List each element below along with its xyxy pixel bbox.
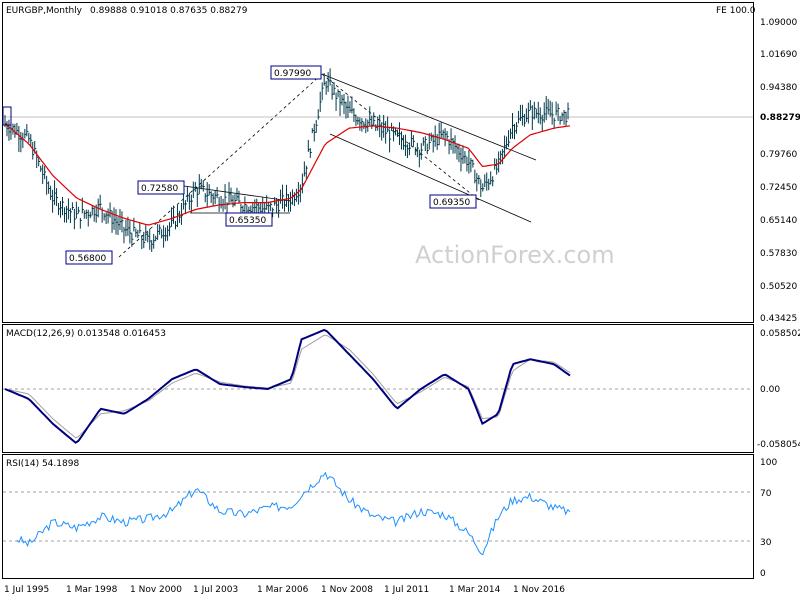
price-tick: 0.57830 — [760, 249, 797, 259]
last-price-label: 0.88279 — [760, 113, 800, 123]
annotation-label: 0.56800 — [69, 254, 106, 264]
rsi-tick: 30 — [760, 538, 772, 548]
price-tick: 0.72450 — [760, 183, 797, 193]
rsi-header: RSI(14) 54.1898 — [6, 459, 79, 469]
time-axis: 1 Jul 1995 1 Mar 1998 1 Nov 2000 1 Jul 2… — [4, 585, 565, 595]
annotation-0.65350: 0.65350 — [225, 212, 273, 227]
time-tick: 1 Mar 2014 — [449, 585, 501, 595]
macd-tick: 0.058502 — [760, 329, 800, 339]
price-tick: 0.65140 — [760, 216, 797, 226]
annotation-label: 0.72580 — [141, 184, 178, 194]
fe-label: FE 100.0 — [716, 6, 756, 16]
price-tick: 1.09000 — [760, 18, 797, 28]
macd-axis: 0.058502 0.00 -0.058054 — [757, 329, 800, 450]
symbol-label: EURGBP,Monthly — [6, 6, 83, 16]
price-tick: 0.79760 — [760, 150, 797, 160]
price-panel — [2, 2, 754, 323]
ohlc-label: 0.89888 0.91018 0.87635 0.88279 — [90, 6, 248, 16]
last-price-tag — [755, 110, 800, 123]
projection-line-2 — [321, 73, 481, 202]
rsi-tick: 0 — [760, 569, 766, 579]
rsi-axis: 100 70 30 0 — [760, 458, 777, 579]
watermark: ActionForex.com — [415, 241, 615, 269]
macd-signal-line — [4, 334, 571, 439]
annotation-0.56800: 0.56800 — [65, 250, 113, 265]
annotation-0.72580: 0.72580 — [137, 180, 185, 195]
price-axis: 1.09000 1.01690 0.94380 0.87070 0.79760 … — [755, 18, 800, 324]
annotation-0.69350: 0.69350 — [429, 194, 477, 209]
time-tick: 1 Nov 2016 — [513, 585, 565, 595]
rsi-tick: 100 — [760, 458, 777, 468]
time-tick: 1 Nov 2000 — [130, 585, 182, 595]
channel-lower-line — [329, 133, 532, 223]
annotation-label: 0.65350 — [229, 216, 266, 226]
annotation-label: 0.97990 — [274, 69, 311, 79]
time-tick: 1 Jul 2003 — [193, 585, 238, 595]
macd-tick: 0.00 — [760, 385, 780, 395]
time-tick: 1 Jul 1995 — [4, 585, 49, 595]
price-tick: 0.43425 — [760, 314, 797, 324]
macd-line — [4, 328, 571, 444]
price-tick: 0.50520 — [760, 282, 797, 292]
time-tick: 1 Jul 2011 — [384, 585, 429, 595]
rsi-line — [16, 471, 571, 556]
moving-average-line — [4, 123, 571, 226]
macd-header: MACD(12,26,9) 0.013548 0.016453 — [6, 329, 166, 339]
macd-tick: -0.058054 — [757, 440, 800, 450]
time-tick: 1 Mar 2006 — [257, 585, 309, 595]
annotation-0.97990: 0.97990 — [270, 65, 322, 80]
time-tick: 1 Mar 1998 — [66, 585, 118, 595]
rsi-panel — [2, 454, 754, 579]
left-marker — [2, 106, 12, 126]
rsi-tick: 70 — [760, 489, 772, 499]
price-tick: 0.94380 — [760, 83, 797, 93]
time-tick: 1 Nov 2008 — [321, 585, 373, 595]
annotation-label: 0.69350 — [433, 198, 470, 208]
price-tick: 1.01690 — [760, 50, 797, 60]
channel-upper-line — [321, 73, 537, 161]
